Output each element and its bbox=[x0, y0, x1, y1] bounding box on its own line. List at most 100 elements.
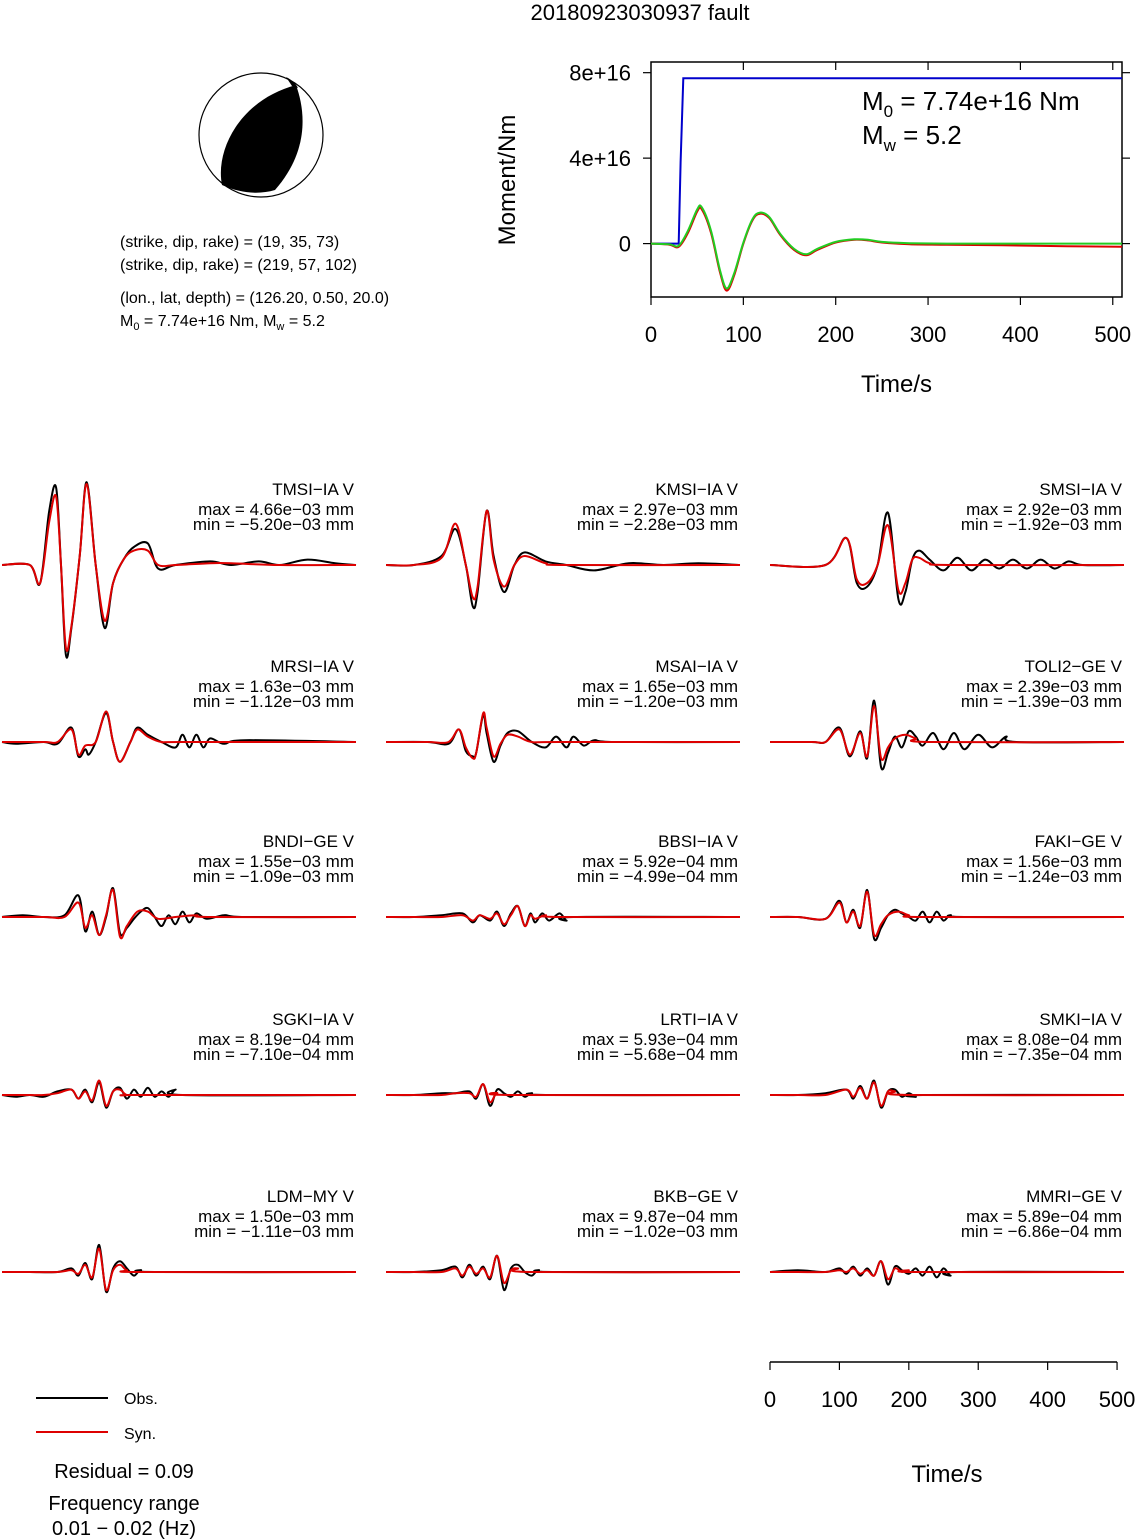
station-max: max = 1.55e−03 mm bbox=[198, 852, 354, 871]
wave-xlabel: Time/s bbox=[911, 1461, 982, 1488]
residual-label: Residual = 0.09 bbox=[54, 1461, 194, 1483]
station-name: BNDI−GE V bbox=[263, 832, 355, 851]
moment-annotation-mw: Mw = 5.2 bbox=[862, 120, 962, 155]
legend-syn-label: Syn. bbox=[124, 1426, 156, 1443]
station-max: max = 1.65e−03 mm bbox=[582, 677, 738, 696]
station-name: TMSI−IA V bbox=[272, 480, 354, 499]
station-syn-trace bbox=[1, 710, 356, 763]
station-min: min = −6.86e−04 mm bbox=[961, 1222, 1122, 1241]
station-syn-trace bbox=[769, 704, 1125, 761]
station-max: max = 1.63e−03 mm bbox=[198, 677, 354, 696]
moment-ytick-label: 8e+16 bbox=[569, 61, 631, 86]
legend: Obs. Syn. bbox=[36, 1391, 158, 1443]
moment-ylabel: Moment/Nm bbox=[494, 115, 521, 246]
station-max: max = 2.97e−03 mm bbox=[582, 500, 738, 519]
wave-xtick-label: 0 bbox=[764, 1387, 776, 1412]
station-max: max = 8.08e−04 mm bbox=[966, 1030, 1122, 1049]
waveform-time-axis: 0 100 200 300 400 500 Time/s bbox=[764, 1361, 1136, 1488]
station-max: max = 5.89e−04 mm bbox=[966, 1207, 1122, 1226]
moment-annotation-m0: M0 = 7.74e+16 Nm bbox=[862, 86, 1080, 121]
station-obs-trace bbox=[769, 699, 1125, 771]
station-min: min = −1.02e−03 mm bbox=[577, 1222, 738, 1241]
station-name: TOLI2−GE V bbox=[1025, 657, 1123, 676]
station-obs-trace bbox=[385, 904, 741, 928]
station-min: min = −1.09e−03 mm bbox=[193, 867, 354, 886]
station-obs-trace bbox=[769, 888, 1125, 942]
station-name: SGKI−IA V bbox=[272, 1010, 354, 1029]
station-max: max = 2.39e−03 mm bbox=[966, 677, 1122, 696]
wave-xtick-label: 500 bbox=[1099, 1387, 1136, 1412]
station-syn-trace bbox=[769, 524, 1125, 595]
mechanism-plane-1: (strike, dip, rake) = (19, 35, 73) bbox=[120, 234, 339, 251]
station-min: min = −5.68e−04 mm bbox=[577, 1045, 738, 1064]
station-obs-trace bbox=[385, 509, 741, 610]
station-min: min = −1.12e−03 mm bbox=[193, 692, 354, 711]
station-min: min = −4.99e−04 mm bbox=[577, 867, 738, 886]
station-max: max = 2.92e−03 mm bbox=[966, 500, 1122, 519]
focal-mechanism-beachball bbox=[198, 72, 324, 198]
station-obs-trace bbox=[1, 887, 357, 937]
wave-xtick-label: 200 bbox=[890, 1387, 927, 1412]
legend-obs-label: Obs. bbox=[124, 1391, 158, 1408]
station-name: FAKI−GE V bbox=[1035, 832, 1123, 851]
moment-plot-frame bbox=[650, 61, 1123, 298]
station-obs-trace bbox=[385, 713, 741, 763]
station-name: LRTI−IA V bbox=[660, 1010, 738, 1029]
moment-series-2 bbox=[650, 204, 1122, 290]
station-name: BKB−GE V bbox=[653, 1187, 738, 1206]
wave-xtick-label: 300 bbox=[960, 1387, 997, 1412]
station-max: max = 9.87e−04 mm bbox=[582, 1207, 738, 1226]
figure-title: 20180923030937 fault bbox=[531, 0, 750, 25]
station-name: SMKI−IA V bbox=[1039, 1010, 1122, 1029]
station-syn-trace bbox=[386, 1254, 741, 1285]
station-obs-trace bbox=[769, 511, 1125, 606]
moment-xtick-label: 400 bbox=[1002, 322, 1039, 347]
station-name: MRSI−IA V bbox=[270, 657, 354, 676]
mechanism-plane-2: (strike, dip, rake) = (219, 57, 102) bbox=[120, 257, 357, 274]
station-syn-trace bbox=[385, 1083, 741, 1104]
mechanism-moment: M0 = 7.74e+16 Nm, Mw = 5.2 bbox=[120, 313, 325, 333]
station-name: BBSI−IA V bbox=[658, 832, 739, 851]
station-min: min = −1.20e−03 mm bbox=[577, 692, 738, 711]
moment-xtick-label: 300 bbox=[910, 322, 947, 347]
station-min: min = −1.24e−03 mm bbox=[961, 867, 1122, 886]
wave-xtick-label: 100 bbox=[821, 1387, 858, 1412]
station-syn-trace bbox=[769, 890, 1125, 938]
station-min: min = −1.39e−03 mm bbox=[961, 692, 1122, 711]
station-syn-trace bbox=[2, 1247, 357, 1292]
station-max: max = 1.56e−03 mm bbox=[966, 852, 1122, 871]
station-name: MSAI−IA V bbox=[655, 657, 738, 676]
station-name: LDM−MY V bbox=[267, 1187, 355, 1206]
station-syn-trace bbox=[385, 711, 740, 760]
station-max: max = 1.50e−03 mm bbox=[198, 1207, 354, 1226]
station-syn-trace bbox=[770, 1260, 1125, 1281]
station-max: max = 8.19e−04 mm bbox=[198, 1030, 354, 1049]
station-min: min = −7.10e−04 mm bbox=[193, 1045, 354, 1064]
station-syn-trace bbox=[769, 1081, 1125, 1107]
station-syn-trace bbox=[386, 904, 741, 928]
station-syn-trace bbox=[1, 482, 357, 652]
moment-ytick-label: 4e+16 bbox=[569, 146, 631, 171]
station-min: min = −7.35e−04 mm bbox=[961, 1045, 1122, 1064]
station-max: max = 4.66e−03 mm bbox=[198, 500, 354, 519]
frequency-range-value: 0.01 − 0.02 (Hz) bbox=[52, 1518, 196, 1540]
station-syn-trace bbox=[385, 509, 741, 601]
station-name: SMSI−IA V bbox=[1039, 480, 1122, 499]
station-min: min = −5.20e−03 mm bbox=[193, 515, 354, 534]
station-min: min = −1.11e−03 mm bbox=[194, 1222, 354, 1241]
station-max: max = 5.93e−04 mm bbox=[582, 1030, 738, 1049]
